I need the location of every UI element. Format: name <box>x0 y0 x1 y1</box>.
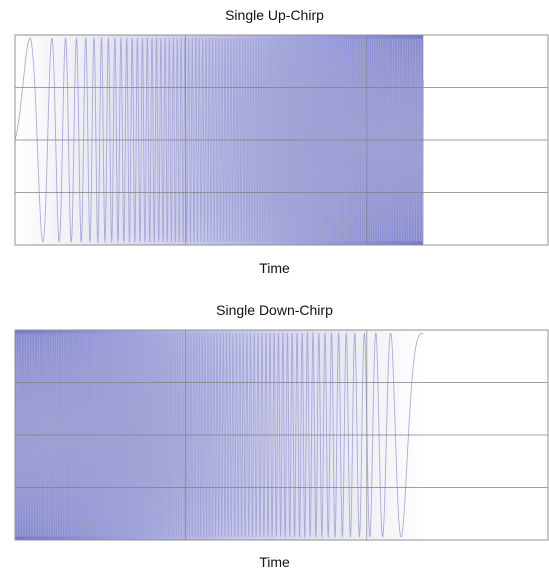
up-chirp-plot <box>14 34 549 246</box>
chirp-waveform <box>14 36 424 244</box>
plot-frame <box>14 329 549 541</box>
down-chirp-xlabel: Time <box>259 554 290 570</box>
down-chirp-plot <box>14 329 549 541</box>
grid <box>15 330 548 540</box>
down-chirp-title: Single Down-Chirp <box>216 302 333 318</box>
chirp-waveform <box>14 331 424 539</box>
grid <box>15 35 548 245</box>
up-chirp-xlabel: Time <box>259 260 290 276</box>
up-chirp-title: Single Up-Chirp <box>225 7 324 23</box>
plot-frame <box>14 34 549 246</box>
